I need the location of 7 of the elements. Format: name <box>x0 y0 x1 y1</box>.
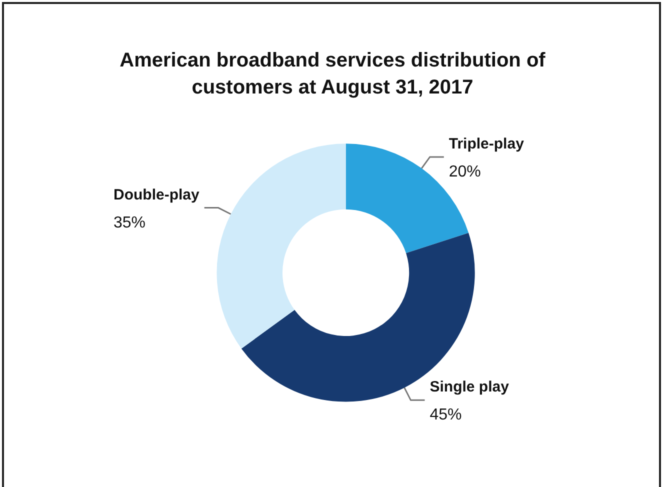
slice-label: Triple-play <box>448 135 525 152</box>
slice-label: Double-play <box>113 186 200 204</box>
slice-label: Single play <box>430 378 510 396</box>
data-label: 20% <box>448 163 481 180</box>
chart-title: American broadband services distribution of customers at August 31, 2017 <box>120 50 546 98</box>
data-label: 45% <box>430 406 462 424</box>
data-label: 35% <box>113 214 146 232</box>
